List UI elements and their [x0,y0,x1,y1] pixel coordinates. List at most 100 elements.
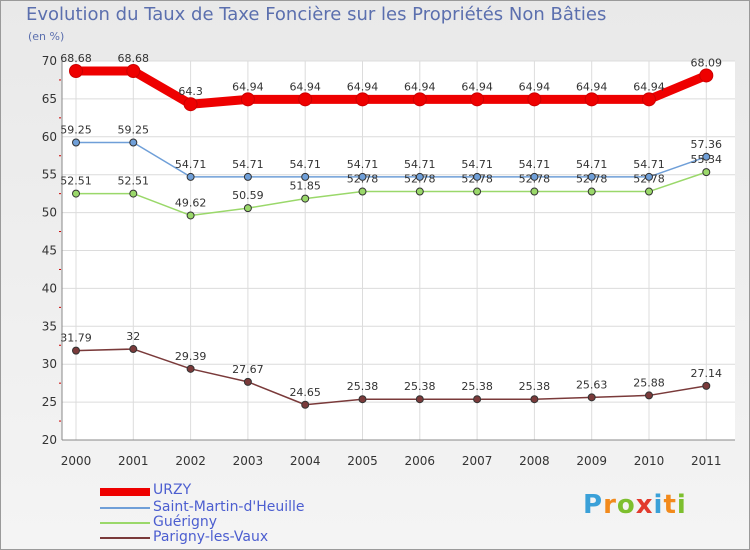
x-tick-label: 2010 [634,454,665,468]
data-point [530,172,539,181]
data-point [186,364,195,373]
x-tick-label: 2003 [233,454,264,468]
data-label: 27.14 [691,367,723,380]
data-point [240,92,255,107]
y-tick-label: 30 [42,357,57,371]
data-label: 64.94 [519,80,551,93]
y-tick-label: 45 [42,244,57,258]
data-label: 29.39 [175,350,207,363]
data-point [587,172,596,181]
data-point [415,187,424,196]
x-tick-label: 2005 [347,454,378,468]
data-point [645,187,653,196]
data-point [129,345,138,354]
data-point [243,377,252,386]
data-point [702,152,711,161]
logo-letter: o [616,490,636,520]
data-point [301,172,310,181]
data-label: 68.68 [60,52,92,65]
data-label: 49.62 [175,196,207,209]
data-label: 27.67 [232,363,264,376]
legend-swatch-guerigny [100,522,150,524]
data-label: 52.78 [633,173,665,186]
y-tick-label: 40 [42,281,57,295]
data-point [415,395,424,404]
data-label: 54.71 [461,158,493,171]
data-label: 54.71 [576,158,608,171]
logo-letter: t [663,490,677,520]
data-label: 64.94 [232,80,264,93]
logo-letter: x [635,490,654,520]
data-point [645,172,653,181]
data-label: 64.3 [178,85,203,98]
legend-label-urzy: URZY [153,482,192,498]
data-label: 25.38 [519,380,551,393]
x-tick-label: 2004 [290,454,321,468]
y-tick-label: 70 [42,54,57,68]
data-label: 52.78 [347,173,379,186]
data-label: 54.71 [519,158,551,171]
series-line-0 [71,66,711,109]
data-label: 52.78 [404,173,436,186]
y-tick-label: 20 [42,433,57,447]
data-label: 25.38 [461,380,493,393]
data-label: 25.63 [576,378,608,391]
data-point [587,393,596,402]
legend-label-parigny: Parigny-les-Vaux [153,529,269,545]
y-tick-label: 25 [42,395,57,409]
data-label: 64.94 [461,80,493,93]
data-label: 64.94 [347,80,379,93]
data-point [72,346,80,355]
x-tick-label: 2011 [691,454,722,468]
data-label: 68.68 [118,52,150,65]
x-tick-label: 2001 [118,454,149,468]
legend-swatch-urzy [100,488,150,496]
data-point [69,64,83,79]
x-tick-label: 2008 [519,454,550,468]
data-label: 50.59 [232,189,264,202]
data-label: 64.94 [289,80,321,93]
data-label: 59.25 [118,123,150,136]
data-point [72,189,80,198]
data-label: 59.25 [60,123,92,136]
data-point [527,92,542,107]
y-tick-label: 55 [42,168,57,182]
data-label: 68.09 [691,56,723,69]
logo-letter: i [676,490,687,520]
data-label: 54.71 [175,158,207,171]
legend-swatch-parigny [100,537,150,539]
data-label: 25.88 [633,376,665,389]
data-point [298,92,313,107]
data-point [183,97,198,112]
data-point [642,92,656,107]
data-point [358,395,367,404]
y-tick-label: 35 [42,319,57,333]
data-label: 31.79 [60,332,92,345]
x-tick-label: 2007 [462,454,493,468]
logo-letter: r [603,490,617,520]
data-point [301,194,310,203]
data-point [358,172,367,181]
data-label: 64.94 [633,80,665,93]
data-point [355,92,370,107]
data-label: 54.71 [289,158,321,171]
data-point [645,391,653,400]
series-line-1 [75,141,708,178]
data-point [243,172,252,181]
data-point [584,92,599,107]
logo-letter: P [583,490,604,520]
data-point [129,138,138,147]
x-tick-label: 2000 [61,454,92,468]
data-point [473,395,482,404]
data-label: 51.85 [289,180,321,193]
proxiti-logo: Proxiti [583,490,687,520]
data-label: 54.71 [633,158,665,171]
data-label: 25.38 [347,380,379,393]
legend-label-saint-martin: Saint-Martin-d'Heuille [153,499,305,515]
data-label: 64.94 [576,80,608,93]
data-label: 25.38 [404,380,436,393]
unit-label: (en %) [28,30,65,43]
series-line-3 [75,348,708,406]
data-point [412,92,427,107]
